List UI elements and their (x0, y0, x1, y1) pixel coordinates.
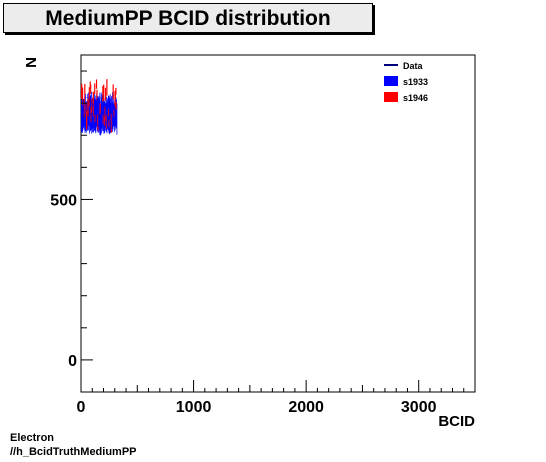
footer-line-1: Electron (10, 432, 55, 444)
bar-s1933 (112, 101, 114, 130)
bar-s1933 (82, 98, 84, 127)
bar-s1933 (114, 100, 116, 127)
legend-label: s1933 (403, 77, 428, 87)
bar-s1933 (89, 97, 91, 128)
bar-s1933 (103, 101, 105, 134)
bar-s1933 (94, 94, 95, 131)
bar-s1933 (109, 97, 111, 134)
y-tick-label: 500 (50, 192, 77, 209)
title-box: MediumPP BCID distribution (3, 3, 373, 33)
bar-s1933 (114, 92, 116, 131)
bar-s1933 (101, 94, 103, 129)
bar-s1933 (95, 98, 97, 128)
x-tick-label: 1000 (176, 399, 212, 416)
bar-s1933 (90, 95, 91, 132)
y-tick-label: 0 (68, 353, 77, 370)
bar-s1933 (99, 98, 100, 130)
bar-s1933 (106, 96, 107, 132)
x-axis-label: BCID (438, 413, 475, 430)
bar-s1933 (88, 96, 90, 126)
bar-s1933 (92, 98, 94, 133)
bar-s1933 (91, 104, 93, 129)
bar-s1933 (85, 103, 87, 132)
bar-s1933 (112, 93, 114, 126)
footer-line-2: //h_BcidTruthMediumPP (10, 446, 137, 458)
bar-s1933 (108, 98, 110, 135)
bar-s1933 (98, 98, 99, 127)
bar-s1933 (81, 100, 82, 133)
bar-s1933 (95, 95, 97, 134)
bar-s1933 (89, 95, 90, 134)
bar-s1933 (97, 95, 99, 133)
bar-s1933 (94, 98, 96, 131)
bar-s1933 (82, 101, 84, 132)
bar-s1933 (116, 99, 117, 129)
bar-s1933 (96, 93, 98, 127)
bar-s1933 (111, 96, 112, 126)
bar-s1933 (99, 101, 101, 135)
bar-s1933 (83, 99, 85, 129)
bar-s1933 (113, 103, 115, 133)
x-tick-label: 0 (77, 399, 86, 416)
y-axis-label: N (23, 57, 40, 68)
bar-s1933 (109, 93, 111, 133)
bar-s1933 (96, 92, 98, 132)
bar-s1933 (116, 103, 118, 135)
bar-s1933 (115, 98, 117, 128)
bar-s1933 (115, 102, 116, 126)
bar-s1933 (106, 99, 108, 134)
bar-s1933 (111, 103, 113, 130)
bar-s1933 (98, 96, 100, 133)
bar-s1933 (107, 101, 108, 128)
bar-s1933 (110, 102, 112, 133)
x-tick-label: 2000 (288, 399, 324, 416)
bar-s1933 (92, 102, 94, 133)
bar-s1933 (97, 97, 98, 129)
bar-s1933 (107, 98, 109, 130)
x-tick-label: 3000 (401, 399, 437, 416)
bar-s1933 (103, 93, 104, 131)
legend-swatch-s1946 (384, 92, 398, 102)
bar-s1933 (81, 100, 83, 134)
chart-title: MediumPP BCID distribution (45, 7, 331, 30)
plot-frame (80, 54, 476, 393)
bar-s1933 (105, 103, 107, 128)
bar-s1933 (100, 104, 102, 136)
legend-swatch-s1933 (384, 76, 398, 86)
bar-s1933 (102, 103, 103, 132)
legend-label: s1946 (403, 93, 428, 103)
bar-s1933 (112, 92, 113, 132)
bar-s1933 (101, 98, 103, 134)
bar-s1933 (100, 92, 102, 129)
bar-s1933 (102, 96, 104, 126)
legend-label: Data (403, 61, 424, 71)
bar-s1933 (85, 93, 86, 131)
bar-s1933 (81, 96, 83, 133)
